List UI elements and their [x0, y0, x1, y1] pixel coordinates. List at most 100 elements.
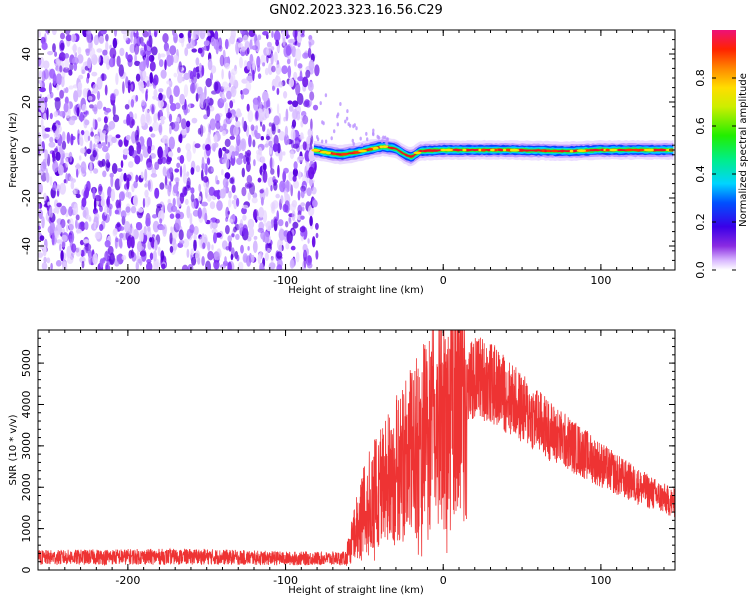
spectrogram-noise-blob	[259, 262, 264, 270]
spectrogram-y-label: Frequency (Hz)	[8, 112, 19, 188]
spectrogram-noise-blob	[140, 229, 144, 242]
spectrogram-noise-blob	[315, 250, 319, 260]
spectrogram-noise-blob	[311, 236, 316, 248]
spectrogram-noise-blob	[68, 218, 74, 232]
spectrogram-noise-blob	[256, 152, 263, 162]
spectrogram-hot-spot	[494, 148, 499, 152]
spectrogram-noise-blob	[129, 43, 136, 54]
spectrogram-noise-blob	[227, 261, 232, 270]
spectrogram-noise-blob	[291, 119, 297, 128]
spectrogram-noise-blob	[203, 162, 207, 173]
spectrogram-noise-blob	[169, 213, 175, 219]
spectrogram-noise-blob	[169, 54, 174, 66]
spectrogram-noise-blob	[159, 218, 163, 224]
spectrogram-x-tick-label: -100	[273, 274, 298, 287]
spectrogram-noise-blob	[307, 255, 312, 264]
spectrogram-noise-blob	[110, 188, 116, 202]
spectrogram-noise-blob	[115, 199, 120, 209]
spectrogram-noise-blob	[89, 160, 93, 174]
spectrogram-noise-blob	[246, 103, 250, 112]
spectrogram-noise-blob	[339, 102, 342, 106]
spectrogram-noise-blob	[76, 106, 80, 117]
spectrogram-content	[38, 30, 675, 270]
spectrogram-noise-blob	[293, 180, 300, 189]
spectrogram-noise-blob	[154, 187, 160, 199]
spectrogram-noise-blob	[240, 90, 243, 95]
spectrogram-noise-blob	[268, 62, 273, 75]
spectrogram-noise-blob	[257, 34, 262, 41]
spectrogram-noise-blob	[87, 57, 92, 69]
spectrogram-noise-blob	[235, 120, 241, 128]
spectrogram-noise-blob	[164, 142, 169, 155]
spectrogram-noise-blob	[336, 122, 339, 127]
spectrogram-noise-blob	[294, 136, 301, 147]
spectrogram-noise-blob	[206, 96, 210, 104]
spectrogram-noise-blob	[236, 157, 243, 165]
spectrogram-noise-blob	[201, 169, 204, 181]
spectrogram-noise-blob	[219, 264, 227, 269]
spectrogram-hot-spot	[510, 148, 514, 152]
spectrogram-noise-blob	[295, 251, 300, 263]
spectrogram-noise-blob	[66, 245, 72, 259]
spectrogram-noise-blob	[137, 207, 144, 213]
spectrogram-noise-blob	[285, 45, 292, 56]
spectrogram-noise-blob	[38, 209, 43, 220]
spectrogram-noise-blob	[276, 45, 280, 53]
spectrogram-noise-blob	[152, 214, 158, 219]
spectrogram-noise-blob	[293, 161, 298, 170]
spectrogram-noise-blob	[270, 46, 275, 51]
spectrogram-noise-blob	[141, 99, 146, 107]
spectrogram-noise-blob	[182, 238, 190, 248]
spectrogram-noise-blob	[110, 174, 114, 188]
spectrogram-noise-blob	[260, 136, 264, 141]
spectrogram-noise-blob	[298, 170, 302, 180]
colorbar-tick-label: 0.2	[694, 213, 707, 231]
spectrogram-noise-blob	[174, 177, 180, 183]
spectrogram-noise-blob	[290, 245, 296, 251]
spectrogram-noise-blob	[100, 198, 106, 207]
spectrogram-hot-spot	[632, 148, 641, 152]
snr-x-tick-label: 0	[440, 574, 447, 587]
spectrogram-noise-blob	[111, 163, 118, 174]
spectrogram-noise-blob	[384, 135, 387, 140]
snr-y-tick-label: 0	[20, 567, 33, 574]
spectrogram-noise-blob	[183, 163, 186, 176]
spectrogram-noise-blob	[81, 103, 87, 113]
spectrogram-noise-blob	[286, 230, 293, 244]
spectrogram-noise-blob	[84, 221, 89, 231]
spectrogram-noise-blob	[41, 42, 48, 51]
spectrogram-noise-blob	[189, 224, 195, 234]
spectrogram-noise-blob	[168, 136, 175, 150]
spectrogram-noise-blob	[294, 48, 302, 62]
colorbar-gradient	[712, 30, 736, 270]
spectrogram-noise-blob	[181, 264, 189, 270]
spectrogram-noise-blob	[257, 65, 261, 72]
spectrogram-noise-blob	[286, 58, 291, 65]
spectrogram-hot-spot	[332, 152, 336, 156]
spectrogram-noise-blob	[288, 171, 294, 182]
spectrogram-noise-blob	[241, 167, 245, 178]
spectrogram-hot-spot	[546, 149, 551, 153]
spectrogram-noise-blob	[146, 40, 151, 47]
spectrogram-noise-blob	[152, 220, 160, 233]
spectrogram-noise-blob	[117, 168, 123, 172]
spectrogram-noise-blob	[98, 35, 105, 44]
spectrogram-noise-blob	[68, 117, 75, 126]
spectrogram-noise-blob	[205, 260, 211, 270]
spectrogram-hot-spot	[381, 145, 389, 148]
spectrogram-noise-blob	[241, 186, 247, 197]
spectrogram-noise-blob	[92, 150, 98, 158]
spectrogram-noise-blob	[215, 232, 222, 238]
spectrogram-noise-blob	[166, 80, 172, 85]
spectrogram-noise-blob	[213, 134, 218, 143]
spectrogram-hot-spot	[551, 149, 559, 153]
spectrogram-noise-blob	[46, 257, 51, 264]
spectrogram-noise-blob	[75, 219, 78, 229]
spectrogram-noise-blob	[184, 198, 189, 205]
spectrogram-noise-blob	[179, 93, 186, 105]
spectrogram-noise-blob	[270, 168, 275, 175]
spectrogram-noise-blob	[44, 149, 49, 161]
spectrogram-hot-spot	[605, 148, 610, 152]
spectrogram-noise-blob	[237, 42, 243, 48]
spectrogram-noise-blob	[252, 240, 258, 253]
